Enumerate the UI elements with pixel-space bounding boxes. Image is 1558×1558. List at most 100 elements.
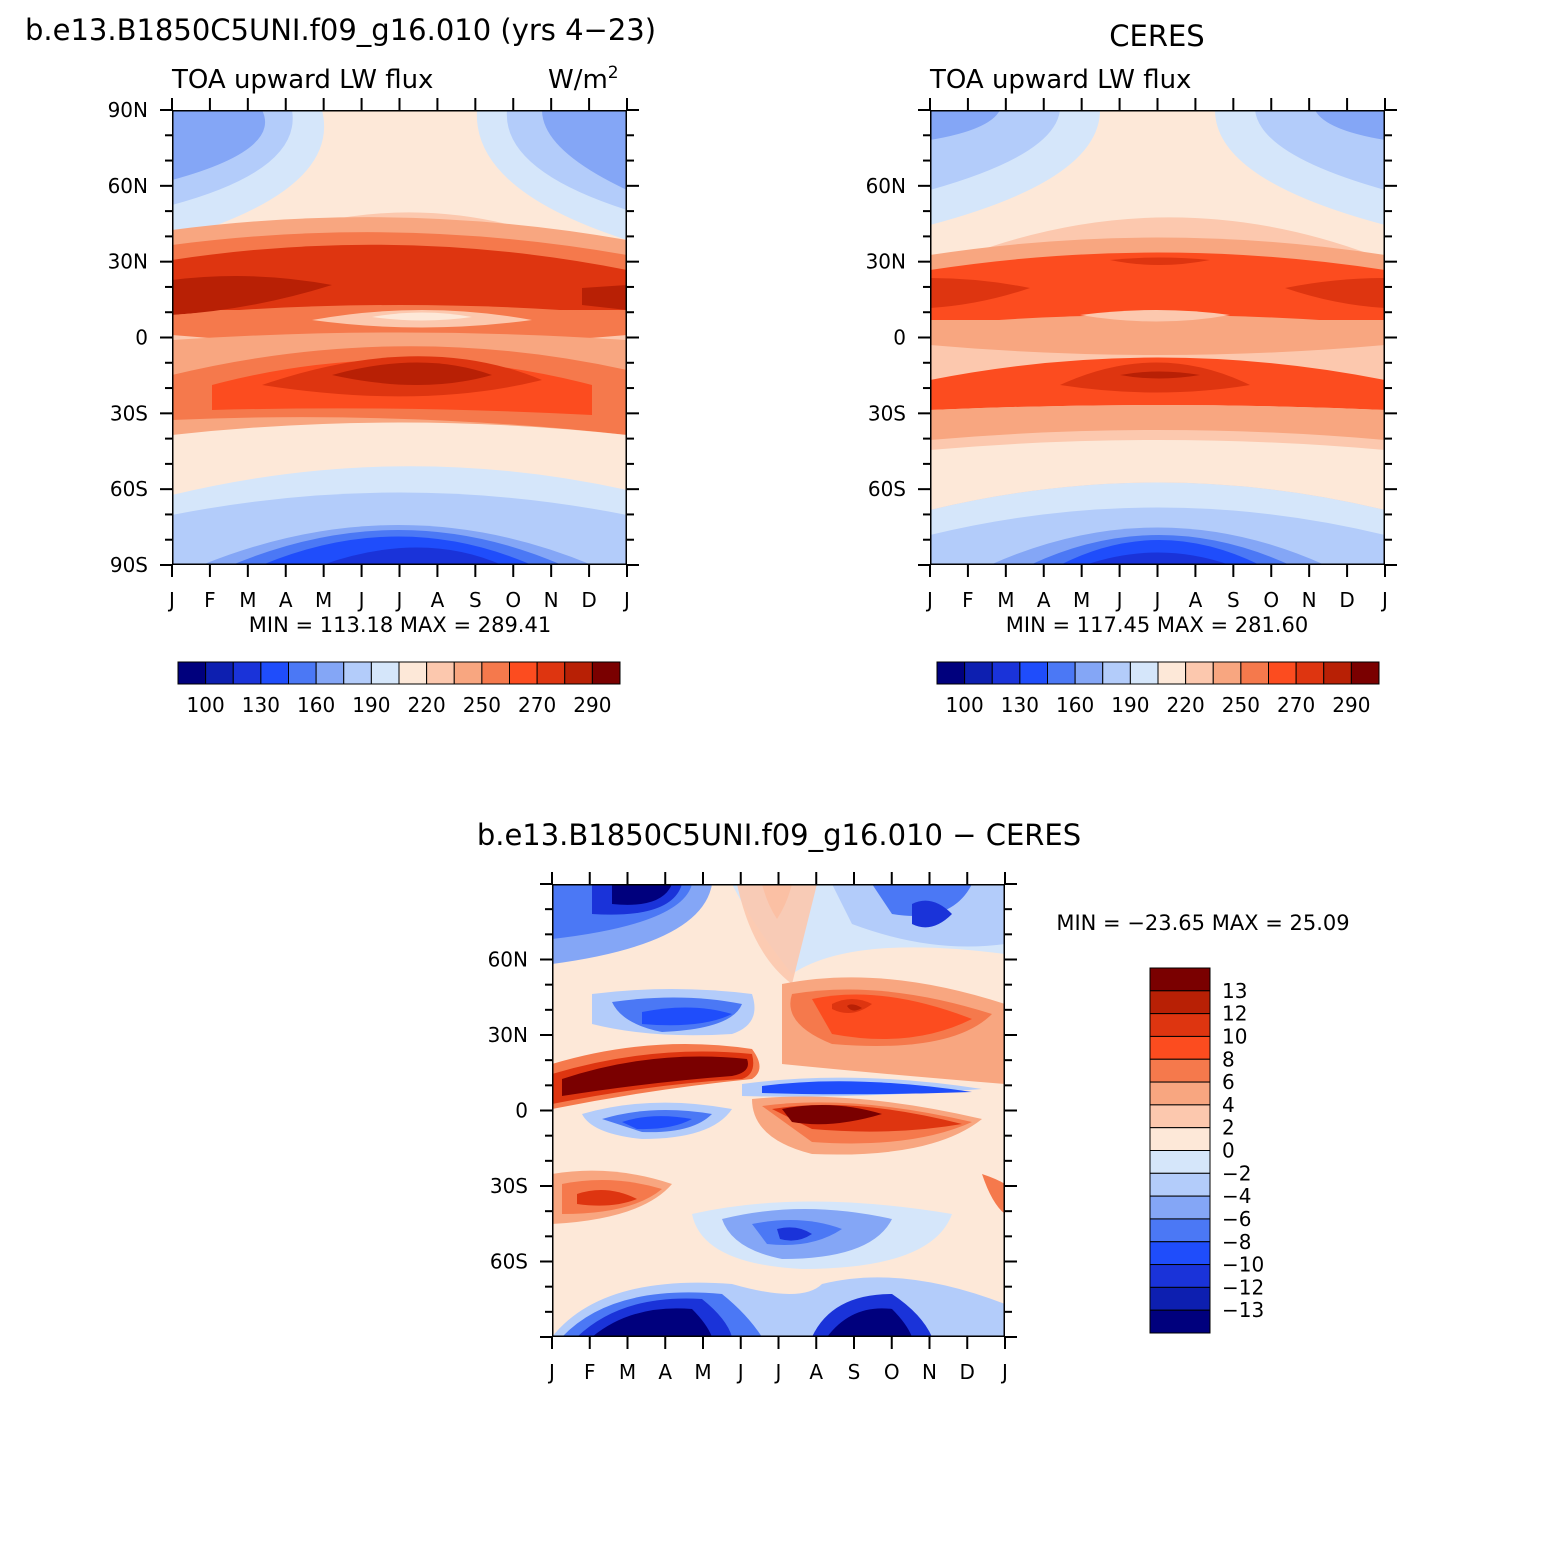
colorbar-label: 8: [1222, 1047, 1235, 1071]
x-tick-label: M: [619, 1360, 636, 1384]
colorbar-swatch: [205, 661, 234, 685]
x-tick-label: J: [622, 588, 630, 612]
colorbar-swatch: [1149, 1218, 1211, 1243]
x-tick-label: D: [581, 588, 596, 612]
model-colorbar: 100 130 160 190 220 250 270 290: [177, 661, 621, 717]
x-tick-label: F: [204, 588, 216, 612]
x-tick-label: O: [1263, 588, 1279, 612]
x-tick-label: F: [962, 588, 974, 612]
y-tick-label: 60N: [866, 174, 906, 198]
x-tick-label: M: [1073, 588, 1090, 612]
colorbar-label: 10: [1222, 1024, 1247, 1048]
colorbar-swatch: [1019, 661, 1048, 685]
colorbar-label: 220: [408, 693, 446, 717]
x-tick-label: A: [809, 1360, 823, 1384]
colorbar-swatch: [991, 661, 1021, 685]
colorbar-swatch: [1149, 1013, 1211, 1037]
colorbar-swatch: [936, 661, 966, 685]
x-tick-label: J: [774, 1360, 782, 1384]
x-tick-label: J: [1153, 588, 1161, 612]
colorbar-swatch: [591, 661, 621, 685]
x-tick-label: S: [469, 588, 482, 612]
x-tick-label: O: [884, 1360, 900, 1384]
obs-min-max: MIN = 117.45 MAX = 281.60: [1006, 613, 1308, 637]
colorbar-label: 130: [242, 693, 280, 717]
y-tick-label: 60N: [108, 174, 148, 198]
colorbar-label: 250: [463, 693, 501, 717]
colorbar-swatch: [1149, 1058, 1211, 1083]
colorbar-label: 160: [1056, 693, 1094, 717]
colorbar-swatch: [1323, 661, 1352, 685]
y-tick-label: 0: [135, 326, 148, 350]
colorbar-swatch: [232, 661, 262, 685]
colorbar-label: 190: [352, 693, 390, 717]
y-tick-label: 30S: [868, 401, 906, 425]
x-tick-label: A: [658, 1360, 672, 1384]
colorbar-label: 290: [573, 693, 611, 717]
colorbar-swatch: [398, 661, 428, 685]
x-tick-label: N: [544, 588, 559, 612]
y-tick-label: 90S: [110, 553, 148, 577]
colorbar-label: 12: [1222, 1002, 1247, 1026]
obs-title: CERES: [1109, 19, 1204, 53]
colorbar-label: 160: [297, 693, 335, 717]
colorbar-label: 6: [1222, 1070, 1235, 1094]
colorbar-swatch: [964, 661, 993, 685]
x-tick-label: S: [1227, 588, 1240, 612]
colorbar-swatch: [1295, 661, 1325, 685]
model-contour-field: [172, 110, 627, 565]
colorbar-label: 100: [946, 693, 984, 717]
x-tick-label: J: [925, 588, 933, 612]
x-tick-label: J: [1380, 588, 1388, 612]
x-tick-label: N: [1302, 588, 1317, 612]
colorbar-swatch: [426, 661, 455, 685]
colorbar-swatch: [1157, 661, 1187, 685]
colorbar-swatch: [1074, 661, 1104, 685]
model-variable-label: TOA upward LW flux: [171, 65, 433, 95]
model-min-max: MIN = 113.18 MAX = 289.41: [249, 613, 551, 637]
colorbar-label: −12: [1222, 1275, 1264, 1299]
colorbar-swatch: [1149, 1264, 1211, 1288]
y-tick-label: 30N: [866, 250, 906, 274]
colorbar-swatch: [564, 661, 593, 685]
colorbar-label: −2: [1222, 1161, 1251, 1185]
x-tick-label: A: [279, 588, 293, 612]
colorbar-swatch: [177, 661, 207, 685]
colorbar-swatch: [1212, 661, 1242, 685]
colorbar-label: 130: [1001, 693, 1039, 717]
y-tick-label: 30N: [108, 250, 148, 274]
model-units-label: W/m2: [548, 63, 619, 95]
colorbar-label: 0: [1222, 1139, 1235, 1163]
colorbar-swatch: [1102, 661, 1131, 685]
y-tick-label: 60S: [490, 1250, 528, 1274]
colorbar-swatch: [1149, 1309, 1211, 1334]
colorbar-swatch: [370, 661, 400, 685]
y-tick-label: 30N: [488, 1023, 528, 1047]
x-tick-label: F: [584, 1360, 596, 1384]
obs-contour-field: [930, 110, 1385, 565]
diff-contour-field: [552, 884, 1005, 1337]
x-tick-label: M: [315, 588, 332, 612]
colorbar-label: 220: [1167, 693, 1205, 717]
colorbar-swatch: [1350, 661, 1380, 685]
obs-colorbar: 100 130 160 190 220 250 270 290: [936, 661, 1380, 717]
colorbar-label: −6: [1222, 1207, 1251, 1231]
colorbar-swatch: [453, 661, 483, 685]
x-tick-label: A: [1037, 588, 1051, 612]
x-tick-label: J: [547, 1360, 555, 1384]
colorbar-label: 2: [1222, 1116, 1235, 1140]
colorbar-swatch: [1149, 1286, 1211, 1311]
colorbar-label: 270: [1277, 693, 1315, 717]
colorbar-label: 270: [518, 693, 556, 717]
y-tick-label: 0: [515, 1099, 528, 1123]
x-tick-label: D: [1339, 588, 1354, 612]
colorbar-label: −13: [1222, 1298, 1264, 1322]
colorbar-swatch: [536, 661, 566, 685]
colorbar-swatch: [1149, 1195, 1211, 1220]
colorbar-swatch: [1149, 990, 1211, 1015]
x-tick-label: J: [395, 588, 403, 612]
